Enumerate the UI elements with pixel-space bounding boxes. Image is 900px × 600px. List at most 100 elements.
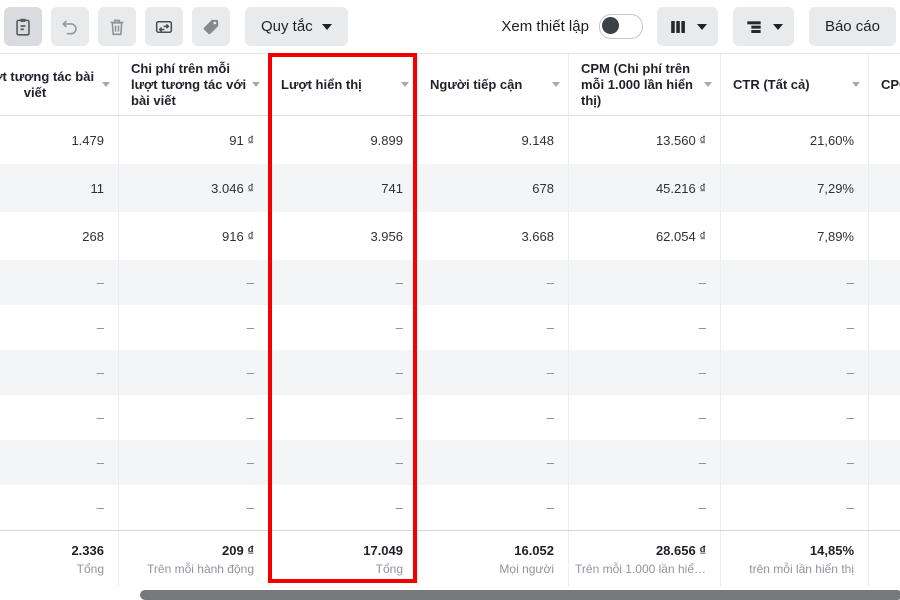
rules-dropdown-label: Quy tắc: [261, 18, 313, 35]
sort-chevron-icon[interactable]: [401, 82, 409, 87]
table-cell: 45.216 ₫: [568, 164, 720, 212]
sort-chevron-icon[interactable]: [102, 82, 110, 87]
table-row[interactable]: –––––––: [0, 305, 900, 350]
totals-value: 2.336: [71, 542, 104, 558]
table-cell: [868, 164, 900, 212]
columns-dropdown-button[interactable]: [656, 7, 718, 46]
table-cell: –: [417, 440, 568, 485]
table-totals-row: 2.336 Tổng 209 ₫ Trên mỗi hành động 17.049 Tổ…: [0, 530, 900, 587]
table-cell: –: [118, 485, 268, 530]
table-cell: –: [96, 455, 104, 470]
tag-button[interactable]: [192, 7, 230, 46]
column-header-label: Lượt hiển thị: [281, 76, 362, 92]
table-cell: –: [118, 395, 268, 440]
table-cell: 91 ₫: [118, 116, 268, 164]
table-row[interactable]: –––––––: [0, 485, 900, 530]
column-header-ng-i-ti-p-c-n[interactable]: Người tiếp cận: [417, 54, 568, 115]
table-cell: –: [96, 275, 104, 290]
column-header-label: CPM (Chi phí trên mỗi 1.000 lần hiển thị…: [581, 60, 693, 108]
breakdown-dropdown-button[interactable]: [732, 7, 794, 46]
table-cell: –: [118, 260, 268, 305]
sort-chevron-icon[interactable]: [704, 82, 712, 87]
totals-label: Trên mỗi hành động: [147, 561, 254, 576]
table-cell: 268: [82, 228, 104, 244]
table-cell: –: [720, 440, 868, 485]
column-header-label: CPC: [881, 76, 900, 92]
table-row[interactable]: 11 3.046 ₫ 741 678 45.216 ₫ 7,29%: [0, 164, 900, 212]
table-cell: –: [118, 350, 268, 395]
toolbar: Quy tắc Xem thiết lập: [0, 0, 900, 53]
horizontal-scrollbar[interactable]: [140, 590, 900, 600]
metrics-table: Lượt tương tác bài viết Chi phí trên mỗi …: [0, 53, 900, 600]
table-cell: 916 ₫: [118, 212, 268, 260]
totals-label: Trên mỗi 1.000 lần hiể…: [575, 561, 706, 576]
table-cell: –: [868, 485, 900, 530]
table-body: 1.479 91 ₫ 9.899 9.148 13.560 ₫ 21,60% 11 3.046…: [0, 116, 900, 530]
report-button[interactable]: Báo cáo: [808, 7, 896, 46]
totals-value: 17.049: [363, 542, 403, 558]
table-cell: –: [868, 350, 900, 395]
table-cell: –: [268, 485, 417, 530]
table-row[interactable]: –––––––: [0, 440, 900, 485]
totals-value: 28.656 ₫: [655, 542, 706, 558]
totals-cell: 28.656 ₫ Trên mỗi 1.000 lần hiể…: [568, 531, 720, 587]
clipboard-icon: [12, 16, 34, 38]
table-cell: –: [417, 395, 568, 440]
totals-cell: 14,85% trên mỗi lần hiển thị: [720, 531, 868, 587]
table-cell: –: [96, 410, 104, 425]
view-setup-label: Xem thiết lập: [501, 18, 589, 35]
table-cell: 3.046 ₫: [118, 164, 268, 212]
table-cell: –: [96, 500, 104, 515]
column-header-cpm-chi-ph-tr-n-m-i-1-000-l-n-hi-n-th[interactable]: CPM (Chi phí trên mỗi 1.000 lần hiển thị…: [568, 54, 720, 115]
table-header-row: Lượt tương tác bài viết Chi phí trên mỗi …: [0, 53, 900, 116]
table-cell: –: [417, 350, 568, 395]
table-cell: 7,29%: [720, 164, 868, 212]
table-cell: 1.479: [71, 132, 104, 148]
table-cell: –: [868, 305, 900, 350]
column-header-chi-ph-tr-n-m-i-l-t-t-ng-t-c-v-i-b-i-vi-t[interactable]: Chi phí trên mỗi lượt tương tác với bài …: [118, 54, 268, 115]
view-setup-toggle[interactable]: [598, 14, 643, 39]
column-header-label: Người tiếp cận: [430, 76, 523, 92]
undo-button[interactable]: [51, 7, 89, 46]
table-cell: –: [720, 305, 868, 350]
totals-cell: 16.052 Mọi người: [417, 531, 568, 587]
totals-label: Tổng: [375, 561, 403, 576]
totals-value: 209 ₫: [222, 542, 254, 558]
table-cell: 11: [90, 180, 105, 196]
table-cell: 13.560 ₫: [568, 116, 720, 164]
table-cell: –: [568, 350, 720, 395]
breakdown-icon: [744, 17, 764, 37]
column-header-ctr-t-t-c[interactable]: CTR (Tất cả): [720, 54, 868, 115]
trash-icon: [106, 16, 128, 38]
table-cell: –: [720, 395, 868, 440]
table-cell: –: [268, 305, 417, 350]
totals-value: 16.052: [514, 542, 554, 558]
table-row[interactable]: –––––––: [0, 395, 900, 440]
table-cell: 62.054 ₫: [568, 212, 720, 260]
column-header-l-t-hi-n-th[interactable]: Lượt hiển thị: [268, 54, 417, 115]
sort-chevron-icon[interactable]: [552, 82, 560, 87]
delete-button[interactable]: [98, 7, 136, 46]
table-row[interactable]: –––––––: [0, 350, 900, 395]
column-header-l-t-t-ng-t-c-b-i-vi-t[interactable]: Lượt tương tác bài viết: [0, 54, 118, 115]
sort-chevron-icon[interactable]: [852, 82, 860, 87]
table-row[interactable]: –––––––: [0, 260, 900, 305]
totals-label: trên mỗi lần hiển thị: [749, 561, 854, 576]
ab-test-button[interactable]: [145, 7, 183, 46]
table-cell: –: [268, 260, 417, 305]
paste-button[interactable]: [4, 7, 42, 46]
column-header-label: Chi phí trên mỗi lượt tương tác với bài …: [131, 60, 247, 108]
table-row[interactable]: 1.479 91 ₫ 9.899 9.148 13.560 ₫ 21,60%: [0, 116, 900, 164]
table-row[interactable]: 268 916 ₫ 3.956 3.668 62.054 ₫ 7,89%: [0, 212, 900, 260]
column-header-cpc[interactable]: CPC: [868, 54, 900, 115]
rules-dropdown-button[interactable]: Quy tắc: [245, 7, 348, 46]
table-cell: –: [268, 350, 417, 395]
column-header-label: Lượt tương tác bài viết: [0, 68, 95, 100]
table-cell: 7,89%: [720, 212, 868, 260]
columns-icon: [668, 17, 688, 37]
table-cell: 741: [268, 164, 417, 212]
sort-chevron-icon[interactable]: [252, 82, 260, 87]
table-cell: –: [268, 440, 417, 485]
totals-cell: [868, 531, 900, 587]
